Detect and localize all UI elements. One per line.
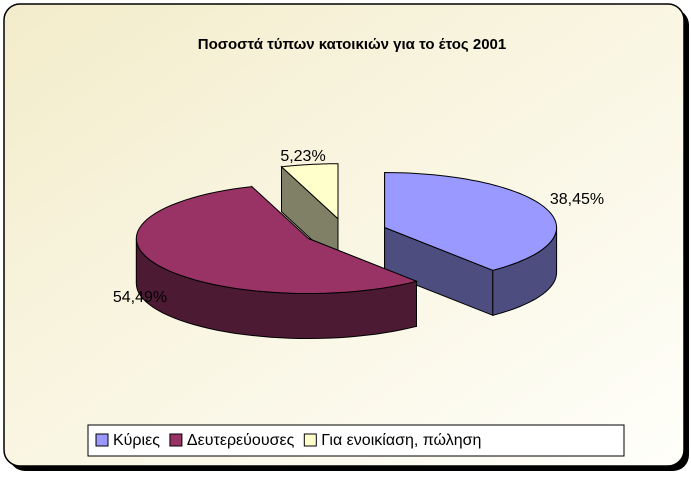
pie-slice [135,185,419,339]
legend-label: Δευτερεύουσες [187,432,295,449]
legend-swatch [303,433,317,447]
legend-label: Για ενοικίαση, πώληση [321,432,481,449]
frame [3,3,685,467]
legend: Κύριες Δευτερεύουσες Για ενοικίαση, πώληση [95,432,481,449]
legend-label: Κύριες [113,432,160,449]
legend-swatch [169,433,183,447]
data-label: 38,45% [550,191,604,208]
slice-top [135,186,419,294]
slice-top [280,163,339,220]
slice-top [384,171,558,271]
data-label: 54,49% [113,289,167,306]
pie-slice [280,163,339,265]
chart-title: Ποσοστά τύπων κατοικιών για το έτος 2001 [198,36,506,53]
pie-slice [384,171,558,317]
pie [135,163,558,339]
legend-swatch [95,433,109,447]
data-label: 5,23% [280,148,325,165]
